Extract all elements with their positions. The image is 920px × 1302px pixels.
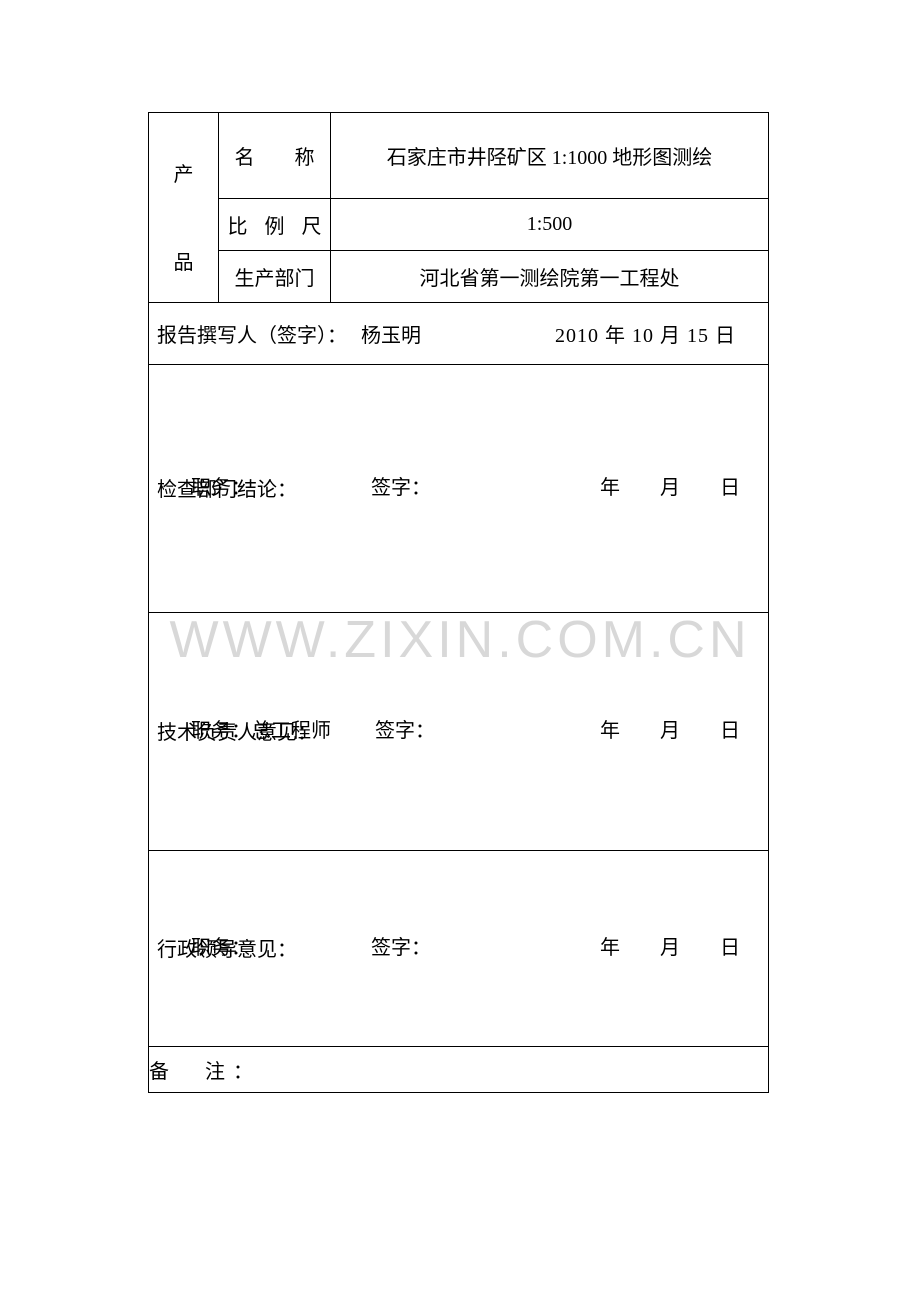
admin-sign-label: 签字： xyxy=(371,931,431,960)
name-value: 石家庄市井陉矿区 1:1000 地形图测绘 xyxy=(331,113,769,199)
product-side-bottom: 品 xyxy=(149,251,218,275)
tech-job-value: 总工程师 xyxy=(251,714,331,743)
author-label: 报告撰写人（签字）： xyxy=(157,319,347,348)
admin-job-label: 职务： xyxy=(191,931,251,960)
author-row: 报告撰写人（签字）： 杨玉明 2010 年 10 月 15 日 xyxy=(149,303,769,365)
tech-job-label: 职务： xyxy=(191,714,251,743)
note-cell: 备 注： xyxy=(149,1047,769,1093)
admin-sign-row: 职务： 签字： 年 月 日 xyxy=(149,931,768,960)
author-name: 杨玉明 xyxy=(361,319,421,348)
name-label: 名 称 xyxy=(219,113,331,199)
tech-sign-row: 职务： 总工程师 签字： 年 月 日 xyxy=(149,714,768,743)
check-job-label: 职务： xyxy=(191,471,251,500)
product-side-label: 产 品 xyxy=(149,113,219,303)
admin-block: 行政领导意见： 职务： 签字： 年 月 日 xyxy=(149,851,769,1047)
author-date: 2010 年 10 月 15 日 xyxy=(555,319,736,348)
product-side-top: 产 xyxy=(149,163,218,187)
tech-block: 技术负责人意见： 职务： 总工程师 签字： 年 月 日 xyxy=(149,613,769,851)
admin-date-label: 年 月 日 xyxy=(600,931,750,960)
check-sign-label: 签字： xyxy=(371,471,431,500)
check-block: 检查部门结论： 职务： 签字： 年 月 日 xyxy=(149,365,769,613)
page: WWW.ZIXIN.COM.CN 产 品 名 称 石家庄市井陉矿区 1:1000… xyxy=(0,0,920,1302)
scale-label: 比 例 尺 xyxy=(219,199,331,251)
note-label: 备 注： xyxy=(149,1061,261,1083)
dept-label: 生产部门 xyxy=(219,251,331,303)
tech-sign-label: 签字： xyxy=(375,714,435,743)
check-date-label: 年 月 日 xyxy=(600,471,750,500)
check-sign-row: 职务： 签字： 年 月 日 xyxy=(149,471,768,500)
form-table: 产 品 名 称 石家庄市井陉矿区 1:1000 地形图测绘 比 例 尺 1:50… xyxy=(148,112,769,1093)
dept-value: 河北省第一测绘院第一工程处 xyxy=(331,251,769,303)
scale-value: 1:500 xyxy=(331,199,769,251)
tech-date-label: 年 月 日 xyxy=(600,714,750,743)
